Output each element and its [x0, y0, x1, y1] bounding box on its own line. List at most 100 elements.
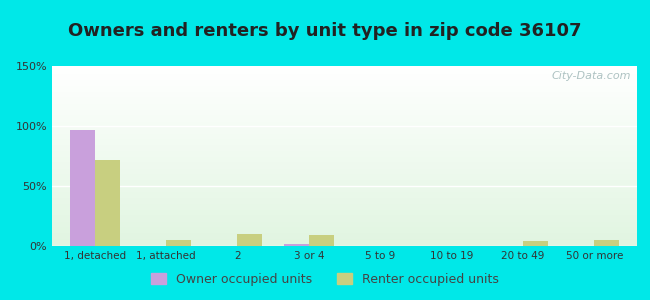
Bar	[52, 144, 637, 145]
Bar	[52, 217, 637, 218]
Bar	[52, 80, 637, 81]
Bar	[52, 149, 637, 150]
Bar	[52, 187, 637, 188]
Bar	[594, 240, 619, 246]
Bar	[52, 99, 637, 100]
Bar	[52, 90, 637, 91]
Bar	[52, 74, 637, 75]
Bar	[52, 167, 637, 168]
Bar	[52, 177, 637, 178]
Bar	[52, 91, 637, 92]
Bar	[52, 175, 637, 176]
Bar	[52, 202, 637, 203]
Bar	[52, 215, 637, 216]
Bar	[52, 245, 637, 246]
Bar	[52, 240, 637, 241]
Bar	[52, 243, 637, 244]
Bar	[52, 158, 637, 159]
Bar	[52, 68, 637, 69]
Bar	[52, 150, 637, 151]
Bar	[52, 168, 637, 169]
Bar	[52, 138, 637, 139]
Bar	[52, 95, 637, 96]
Bar	[52, 180, 637, 181]
Bar	[52, 163, 637, 164]
Bar	[52, 108, 637, 109]
Bar	[52, 143, 637, 144]
Bar	[52, 207, 637, 208]
Bar	[52, 201, 637, 202]
Bar	[52, 105, 637, 106]
Bar	[52, 133, 637, 134]
Bar	[52, 208, 637, 209]
Bar	[52, 176, 637, 177]
Bar	[52, 147, 637, 148]
Bar	[52, 76, 637, 77]
Bar	[52, 87, 637, 88]
Bar	[52, 134, 637, 135]
Bar	[52, 81, 637, 82]
Bar	[52, 71, 637, 72]
Bar	[52, 191, 637, 192]
Bar	[95, 160, 120, 246]
Bar	[52, 157, 637, 158]
Bar	[52, 226, 637, 227]
Bar	[52, 204, 637, 205]
Bar	[52, 190, 637, 191]
Bar	[52, 86, 637, 87]
Bar	[52, 109, 637, 110]
Bar	[52, 114, 637, 115]
Bar	[52, 137, 637, 138]
Bar	[52, 225, 637, 226]
Bar	[52, 200, 637, 201]
Bar	[52, 174, 637, 175]
Bar	[52, 88, 637, 89]
Bar	[52, 185, 637, 186]
Bar	[52, 152, 637, 153]
Bar	[52, 135, 637, 136]
Bar	[309, 235, 334, 246]
Bar	[52, 221, 637, 222]
Bar	[52, 242, 637, 243]
Bar	[52, 244, 637, 245]
Bar	[52, 209, 637, 210]
Bar	[52, 127, 637, 128]
Bar	[52, 196, 637, 197]
Bar	[52, 223, 637, 224]
Bar	[52, 124, 637, 125]
Bar	[52, 231, 637, 232]
Bar	[52, 70, 637, 71]
Bar	[52, 154, 637, 155]
Bar	[52, 98, 637, 99]
Bar	[52, 125, 637, 126]
Bar	[52, 119, 637, 120]
Bar	[52, 77, 637, 78]
Bar	[52, 198, 637, 199]
Bar	[52, 112, 637, 113]
Bar	[52, 102, 637, 103]
Bar	[52, 195, 637, 196]
Bar	[52, 238, 637, 239]
Bar	[52, 160, 637, 161]
Bar	[52, 169, 637, 170]
Bar	[52, 236, 637, 237]
Bar	[52, 73, 637, 74]
Bar	[52, 224, 637, 225]
Bar	[284, 244, 309, 246]
Bar	[52, 94, 637, 95]
Bar	[52, 89, 637, 90]
Bar	[52, 172, 637, 173]
Bar	[52, 171, 637, 172]
Bar	[52, 227, 637, 228]
Bar	[52, 159, 637, 160]
Bar	[52, 156, 637, 157]
Bar	[52, 169, 637, 170]
Bar	[52, 173, 637, 174]
Bar	[52, 181, 637, 182]
Bar	[52, 118, 637, 119]
Bar	[52, 83, 637, 84]
Bar	[52, 113, 637, 114]
Bar	[52, 145, 637, 146]
Bar	[52, 205, 637, 206]
Text: City-Data.com: City-Data.com	[552, 71, 631, 81]
